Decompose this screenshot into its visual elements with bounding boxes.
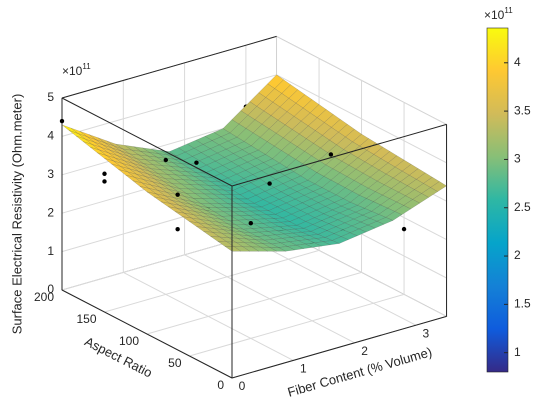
x-tick-label: 0 [239,379,246,393]
y-axis [61,289,233,379]
colorbar [486,27,509,373]
z-tick-label: 0 [47,282,54,296]
grid-line [189,293,405,357]
colorbar-multiplier-base: ×10 [484,8,505,22]
data-point [175,192,180,197]
data-point [194,160,199,165]
surface-patch [169,128,266,178]
surface-patch [200,203,298,230]
colorbar-multiplier-exponent: 11 [504,6,513,15]
z-tick-label: 4 [47,129,54,143]
colorbar-tick-label: 2.5 [514,200,531,214]
x-tick-label: 2 [361,344,368,358]
colorbar-tick-label: 1 [514,345,521,359]
z-tick-label: 1 [47,244,54,258]
data-point [175,227,180,232]
surface-patch [61,124,159,174]
x-tick-label: 3 [423,326,430,340]
surface-patch [296,202,394,244]
x-tick-label: 1 [300,362,307,376]
z-tick-label: 3 [47,167,54,181]
z-multiplier: ×1011 [62,62,91,78]
colorbar-multiplier: ×1011 [484,6,513,22]
box-edge [61,35,277,99]
data-point [102,171,107,176]
grid-line [276,35,447,125]
z-multiplier-exponent: 11 [82,62,91,71]
data-point [102,179,107,184]
y-tick-label: 0 [217,378,224,392]
surface-patch [211,154,309,204]
surface-patch [146,191,244,230]
colorbar-tick-label: 1.5 [514,297,531,311]
x-axis [231,315,447,379]
grid-line [146,271,362,335]
colorbar-tick-label: 4 [514,55,521,69]
data-point [248,221,253,226]
data-point [267,181,272,186]
box-edge [231,123,447,187]
y-tick-label: 100 [119,334,139,348]
z-axis-label: Surface Electrical Resistivity (Ohm.mete… [9,94,24,335]
surface-patch [254,180,351,226]
colorbar-tick-label: 3 [514,152,521,166]
surface-patch [350,159,447,221]
z-multiplier-base: ×10 [62,64,83,78]
y-tick-label: 200 [34,290,54,304]
surface-patch [222,74,320,155]
box-edge [61,97,233,187]
surface-patch [242,225,340,252]
z-tick-label: 2 [47,205,54,219]
grid-line [104,249,320,313]
surface-patch [307,134,405,203]
grid-line [61,74,277,137]
data-point [328,152,334,157]
surface-facet [224,246,242,252]
y-tick-label: 150 [76,312,96,326]
grid-line [276,74,447,164]
colorbar-tick-label: 3.5 [514,103,531,117]
data-point [163,157,168,163]
data-point [401,226,407,232]
surface-patch [189,221,286,252]
colorbar-tick-label: 2 [514,248,521,262]
data-point [59,118,65,124]
y-tick-label: 50 [168,356,182,370]
z-tick-label: 5 [47,90,54,104]
